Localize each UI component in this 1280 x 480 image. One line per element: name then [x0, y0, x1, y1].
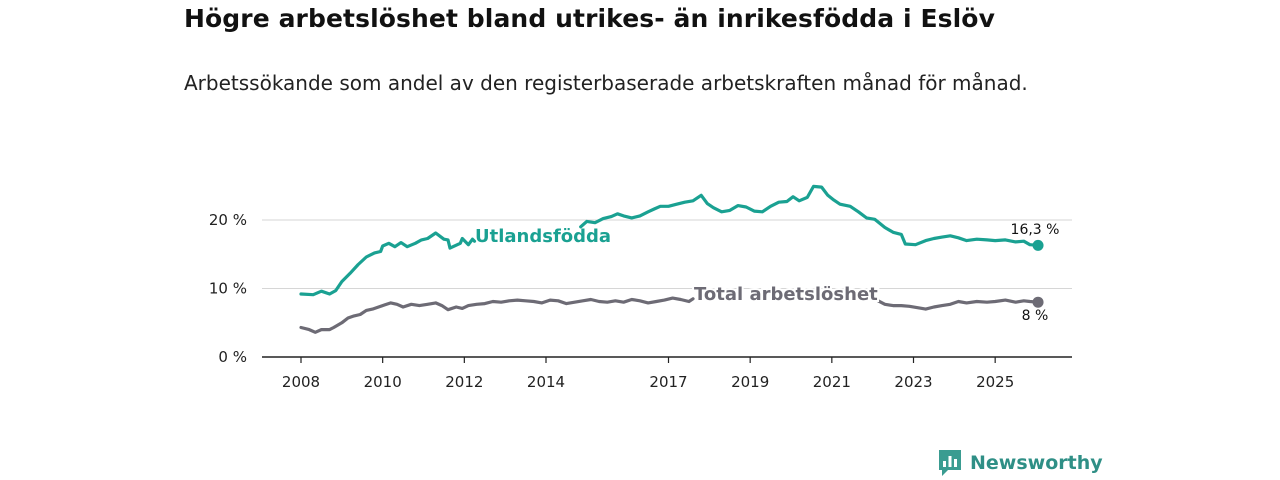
chart-title: Högre arbetslöshet bland utrikes- än inr…	[184, 4, 995, 33]
x-tick-label: 2014	[527, 373, 565, 391]
brand-name: Newsworthy	[970, 452, 1103, 474]
series-labels: Utlandsfödda Total arbetslöshet 16,3 % 8 %	[475, 222, 1059, 324]
series-label-total: Total arbetslöshet	[694, 284, 878, 305]
gridlines	[262, 219, 1072, 289]
series-line-total	[299, 296, 695, 334]
x-tick-label: 2019	[731, 373, 769, 391]
x-tick-label: 2023	[894, 373, 932, 391]
series-label-utlandsfodda: Utlandsfödda	[475, 226, 611, 247]
end-label-total: 8 %	[1022, 308, 1049, 324]
y-tick-label: 20 %	[209, 211, 247, 229]
series-line-total	[875, 298, 1040, 311]
series-lines	[299, 184, 1044, 334]
x-tick-label: 2010	[364, 373, 402, 391]
newsworthy-brand[interactable]: Newsworthy	[938, 448, 1103, 478]
x-tick-label: 2017	[649, 373, 687, 391]
x-tick-label: 2021	[813, 373, 851, 391]
y-tick-label: 10 %	[209, 280, 247, 298]
x-tick-label: 2012	[445, 373, 483, 391]
y-tick-label: 0 %	[218, 348, 247, 366]
series-line-utlandsfodda	[579, 184, 1040, 247]
end-point-marker	[1032, 239, 1044, 251]
x-tick-label: 2008	[282, 373, 320, 391]
end-point-marker	[1032, 296, 1044, 308]
chart-subtitle: Arbetssökande som andel av den registerb…	[184, 71, 1028, 95]
end-label-utlandsfodda: 16,3 %	[1011, 222, 1060, 238]
series-line-utlandsfodda	[299, 231, 477, 297]
axes: 0 % 10 % 20 % 2008 2010 2012 2014 2017 2019 2021 2…	[209, 211, 1072, 391]
x-tick-label: 2025	[976, 373, 1014, 391]
newsworthy-logo-icon	[939, 450, 961, 476]
